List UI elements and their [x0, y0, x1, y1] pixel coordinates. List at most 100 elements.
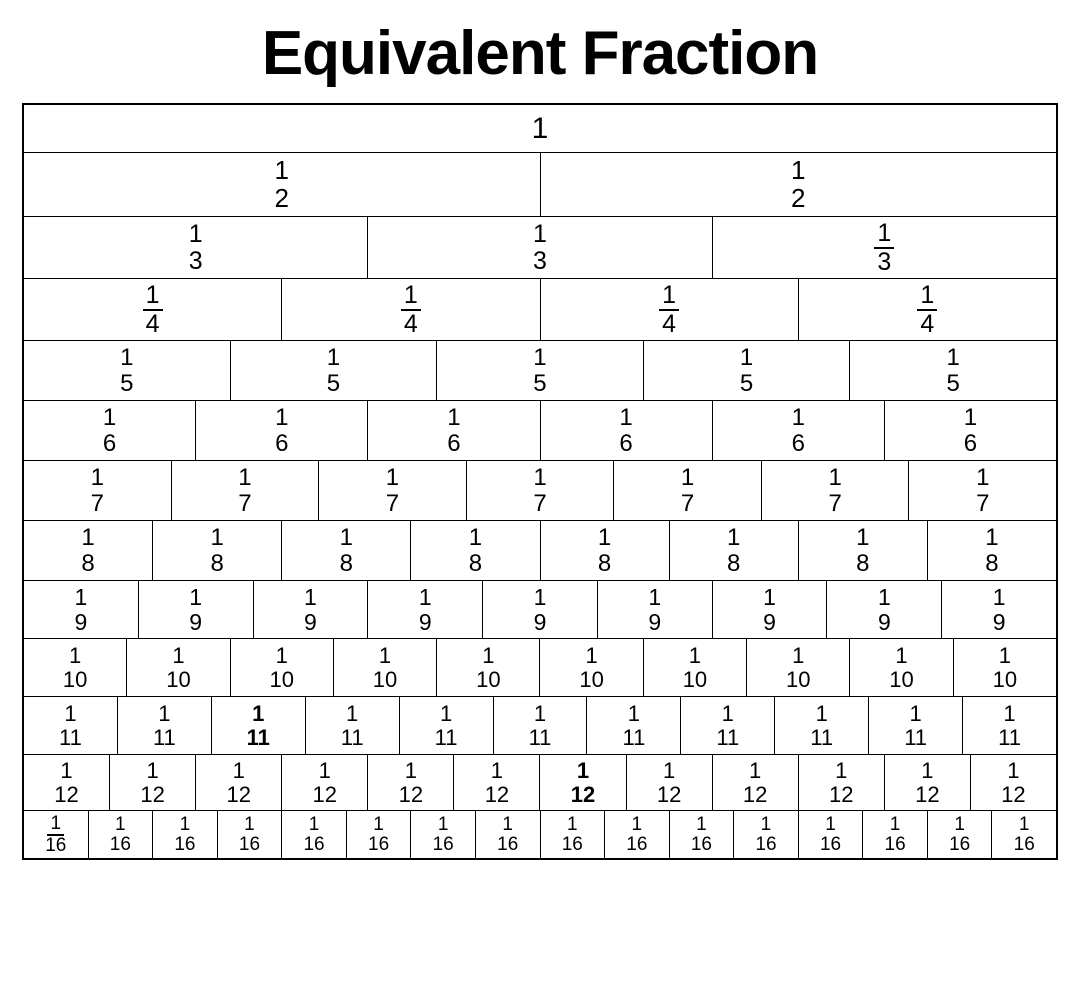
fraction-row-5: 1515151515 [24, 341, 1056, 401]
fraction-cell: 110 [954, 639, 1056, 696]
fraction-denominator: 11 [59, 726, 82, 749]
fraction-label: 111 [904, 702, 927, 748]
fraction-numerator: 1 [276, 644, 288, 667]
fraction-cell: 15 [644, 341, 851, 400]
fraction-label: 116 [949, 815, 970, 855]
fraction-numerator: 1 [534, 585, 547, 609]
fraction-cell: 19 [368, 581, 483, 638]
fraction-denominator: 4 [662, 311, 676, 337]
fraction-numerator: 1 [91, 465, 104, 490]
fraction-label: 15 [327, 345, 340, 395]
fraction-numerator: 1 [619, 405, 632, 430]
fraction-denominator: 9 [304, 610, 317, 634]
fraction-cell: 12 [24, 153, 541, 216]
fraction-label: 110 [786, 644, 810, 690]
fraction-numerator: 1 [976, 465, 989, 490]
fraction-row-1: 1 [24, 105, 1056, 153]
fraction-cell: 116 [605, 811, 670, 858]
fraction-label: 14 [143, 282, 163, 337]
whole-label: 1 [532, 113, 549, 145]
fraction-numerator: 1 [663, 759, 675, 782]
fraction-label: 17 [681, 465, 694, 515]
fraction-cell: 15 [24, 341, 231, 400]
fraction-label: 110 [270, 644, 294, 690]
fraction-cell: 18 [411, 521, 540, 580]
fraction-denominator: 12 [226, 783, 250, 806]
fraction-cell: 16 [885, 401, 1056, 460]
fraction-denominator: 10 [993, 668, 1017, 691]
fraction-denominator: 6 [103, 431, 116, 456]
fraction-label: 111 [716, 702, 739, 748]
fraction-numerator: 1 [761, 815, 772, 835]
fraction-label: 18 [856, 525, 869, 575]
fraction-row-4: 14141414 [24, 279, 1056, 341]
fraction-numerator: 1 [577, 759, 589, 782]
fraction-label: 112 [657, 759, 681, 805]
fraction-cell: 116 [799, 811, 864, 858]
fraction-cell: 116 [992, 811, 1056, 858]
fraction-label: 112 [1001, 759, 1025, 805]
fraction-numerator: 1 [373, 815, 384, 835]
fraction-numerator: 1 [722, 702, 734, 725]
fraction-cell: 116 [347, 811, 412, 858]
fraction-denominator: 6 [275, 431, 288, 456]
fraction-cell: 116 [670, 811, 735, 858]
fraction-numerator: 1 [401, 282, 421, 310]
fraction-numerator: 1 [696, 815, 707, 835]
fraction-denominator: 12 [140, 783, 164, 806]
fraction-denominator: 11 [247, 726, 270, 749]
fraction-numerator: 1 [103, 405, 116, 430]
fraction-denominator: 4 [146, 311, 160, 337]
fraction-cell: 19 [713, 581, 828, 638]
fraction-numerator: 1 [999, 644, 1011, 667]
fraction-cell: 110 [24, 639, 127, 696]
fraction-denominator: 16 [497, 835, 518, 855]
fraction-denominator: 9 [763, 610, 776, 634]
fraction-numerator: 1 [189, 221, 203, 247]
fraction-label: 17 [533, 465, 546, 515]
fraction-cell: 14 [24, 279, 282, 340]
fraction-label: 16 [619, 405, 632, 455]
fraction-denominator: 7 [386, 491, 399, 516]
fraction-cell: 19 [483, 581, 598, 638]
fraction-numerator: 1 [1003, 702, 1015, 725]
fraction-cell: 111 [587, 697, 681, 754]
fraction-numerator: 1 [792, 644, 804, 667]
fraction-denominator: 7 [238, 491, 251, 516]
fraction-cell: 112 [540, 755, 626, 810]
fraction-cell: 18 [24, 521, 153, 580]
fraction-numerator: 1 [1019, 815, 1030, 835]
fraction-cell: 111 [306, 697, 400, 754]
fraction-numerator: 1 [727, 525, 740, 550]
fraction-cell: 16 [24, 401, 196, 460]
fraction-label: 116 [1014, 815, 1035, 855]
fraction-numerator: 1 [386, 465, 399, 490]
fraction-label: 116 [497, 815, 518, 855]
fraction-label: 116 [174, 815, 195, 855]
fraction-label: 116 [755, 815, 776, 855]
fraction-cell: 19 [24, 581, 139, 638]
fraction-numerator: 1 [749, 759, 761, 782]
fraction-numerator: 1 [985, 525, 998, 550]
fraction-numerator: 1 [47, 814, 64, 836]
fraction-cell: 16 [196, 401, 368, 460]
fraction-numerator: 1 [909, 702, 921, 725]
fraction-label: 13 [189, 221, 203, 274]
fraction-label: 18 [211, 525, 224, 575]
fraction-numerator: 1 [158, 702, 170, 725]
fraction-numerator: 1 [233, 759, 245, 782]
fraction-denominator: 11 [341, 726, 364, 749]
fraction-cell: 19 [254, 581, 369, 638]
fraction-cell: 112 [885, 755, 971, 810]
fraction-label: 112 [829, 759, 853, 805]
fraction-numerator: 1 [60, 759, 72, 782]
fraction-label: 14 [659, 282, 679, 337]
fraction-denominator: 10 [476, 668, 500, 691]
fraction-label: 14 [401, 282, 421, 337]
fraction-numerator: 1 [878, 585, 891, 609]
fraction-row-6: 161616161616 [24, 401, 1056, 461]
fraction-numerator: 1 [482, 644, 494, 667]
fraction-denominator: 11 [529, 726, 552, 749]
fraction-label: 19 [304, 585, 317, 633]
fraction-cell: 112 [282, 755, 368, 810]
